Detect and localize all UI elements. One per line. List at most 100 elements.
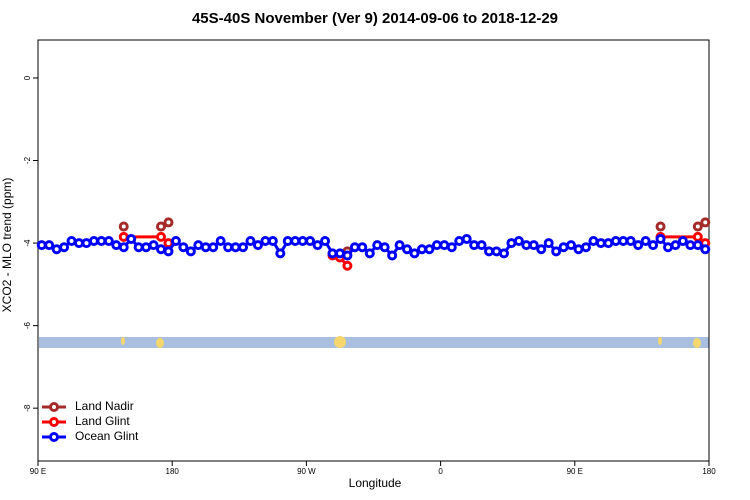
data-point	[476, 240, 487, 251]
data-point	[387, 250, 398, 261]
data-point	[103, 236, 114, 247]
x-tick-label: 180	[702, 467, 716, 476]
data-point	[156, 231, 167, 242]
y-tick-label: -8	[23, 404, 32, 412]
data-point	[51, 244, 62, 255]
data-point	[506, 238, 517, 249]
data-point	[692, 221, 703, 232]
data-point	[670, 240, 681, 251]
data-point	[267, 236, 278, 247]
data-point	[424, 244, 435, 255]
data-point	[320, 236, 331, 247]
data-point	[364, 248, 375, 259]
data-point	[230, 242, 241, 253]
y-tick-label: -4	[23, 239, 32, 247]
legend-label: Ocean Glint	[75, 429, 139, 443]
data-point	[275, 248, 286, 259]
data-point	[700, 217, 711, 228]
data-point	[394, 240, 405, 251]
data-point	[409, 248, 420, 259]
data-point	[208, 242, 219, 253]
data-point	[312, 240, 323, 251]
legend-swatch-point	[49, 432, 59, 442]
data-point	[543, 238, 554, 249]
data-point	[349, 242, 360, 253]
data-point	[118, 221, 129, 232]
data-point	[580, 242, 591, 253]
x-axis-label: Longitude	[349, 476, 402, 490]
data-point	[133, 242, 144, 253]
data-point	[685, 240, 696, 251]
data-point	[126, 233, 137, 244]
data-point	[655, 221, 666, 232]
data-point	[245, 236, 256, 247]
data-point	[185, 246, 196, 257]
series	[36, 233, 711, 261]
data-point	[618, 236, 629, 247]
data-point	[163, 246, 174, 257]
legend-swatch-point	[49, 402, 59, 412]
mask-strip	[39, 336, 709, 348]
data-point	[402, 244, 413, 255]
data-point	[528, 240, 539, 251]
data-point	[484, 246, 495, 257]
data-point	[454, 236, 465, 247]
data-point	[170, 236, 181, 247]
data-point	[469, 240, 480, 251]
data-point	[88, 236, 99, 247]
data-point	[96, 236, 107, 247]
legend-label: Land Nadir	[75, 399, 134, 413]
ocean-strip	[39, 337, 709, 348]
data-point	[700, 244, 711, 255]
data-point	[566, 240, 577, 251]
x-tick-label: 90 E	[567, 467, 583, 476]
data-point	[74, 238, 85, 249]
data-point	[692, 240, 703, 251]
data-point	[282, 236, 293, 247]
series	[118, 217, 711, 257]
data-point	[215, 236, 226, 247]
land-spot	[693, 338, 701, 348]
data-point	[238, 242, 249, 253]
data-point	[81, 238, 92, 249]
land-spot	[121, 337, 125, 345]
data-point	[379, 242, 390, 253]
data-point	[141, 242, 152, 253]
x-tick-label: 90 W	[297, 467, 316, 476]
data-point	[59, 242, 70, 253]
data-point	[640, 236, 651, 247]
data-point	[148, 240, 159, 251]
data-point	[662, 242, 673, 253]
data-point	[648, 240, 659, 251]
data-point	[595, 238, 606, 249]
land-spot	[156, 338, 164, 348]
data-point	[223, 242, 234, 253]
data-point	[305, 236, 316, 247]
data-point	[431, 240, 442, 251]
data-point	[521, 240, 532, 251]
data-point	[118, 242, 129, 253]
data-point	[551, 246, 562, 257]
data-point	[297, 236, 308, 247]
data-point	[342, 250, 353, 261]
data-point	[603, 238, 614, 249]
data-point	[163, 217, 174, 228]
y-tick-label: -6	[23, 322, 32, 330]
chart-title: 45S-40S November (Ver 9) 2014-09-06 to 2…	[192, 10, 558, 27]
y-tick-label: 0	[23, 75, 32, 80]
data-point	[461, 233, 472, 244]
x-tick-label: 0	[438, 467, 443, 476]
data-point	[66, 236, 77, 247]
data-point	[118, 231, 129, 242]
land-spot	[658, 337, 662, 345]
data-point	[610, 236, 621, 247]
data-point	[677, 236, 688, 247]
data-point	[327, 248, 338, 259]
data-point	[260, 236, 271, 247]
data-point	[633, 240, 644, 251]
y-tick-label: -2	[23, 156, 32, 164]
data-point	[416, 244, 427, 255]
x-tick-label: 180	[166, 467, 180, 476]
